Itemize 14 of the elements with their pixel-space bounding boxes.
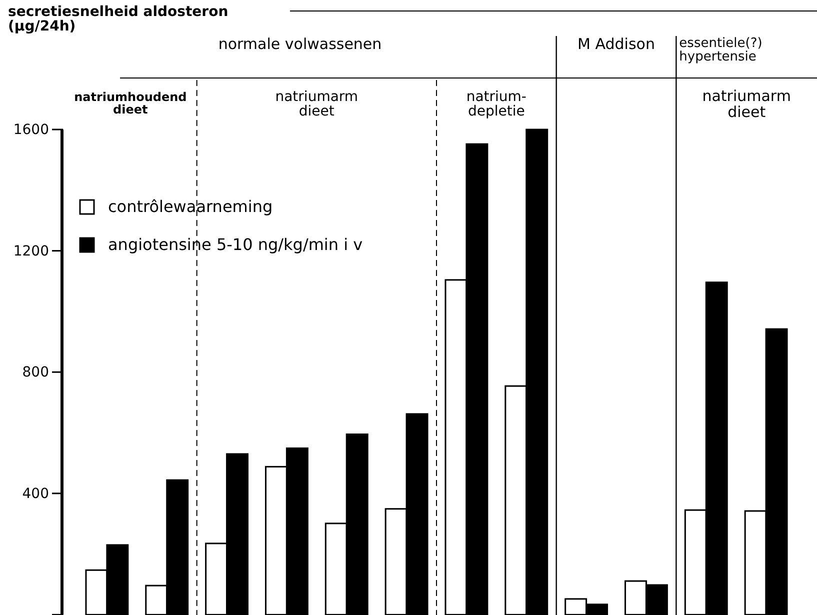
- text: natriumhoudend dieet: [74, 90, 187, 117]
- y-tick-label: 1200: [13, 243, 49, 260]
- legend-label: angiotensine 5-10 ng/kg/min i v: [108, 235, 363, 254]
- text: secretiesnelheid aldosteron (µg/24h): [8, 4, 228, 35]
- text: normale volwassenen: [218, 35, 382, 53]
- text: essentiele(?) hypertensie: [679, 36, 762, 65]
- y-tick-label: 400: [22, 486, 49, 502]
- y-tick-label: 1600: [13, 122, 49, 138]
- text: natriumarm dieet: [702, 87, 791, 121]
- y-tick-label: 800: [22, 364, 49, 381]
- text: natrium- depletie: [466, 89, 526, 120]
- text: M Addison: [578, 35, 655, 53]
- legend-label: contrôlewaarneming: [108, 197, 273, 216]
- text: natriumarm dieet: [275, 89, 358, 120]
